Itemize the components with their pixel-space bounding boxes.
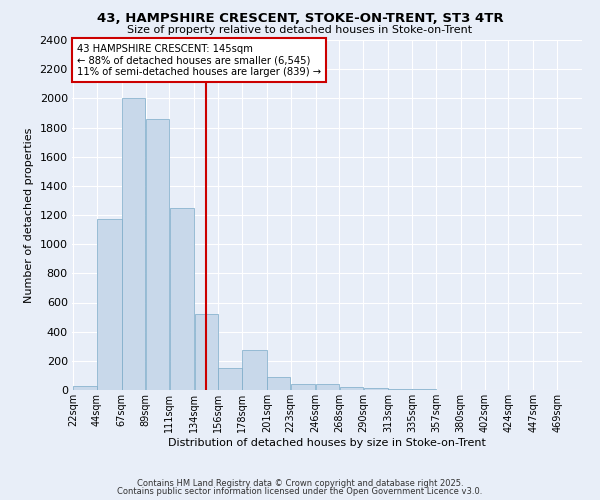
Bar <box>291 384 316 390</box>
Text: Contains public sector information licensed under the Open Government Licence v3: Contains public sector information licen… <box>118 488 482 496</box>
Bar <box>364 388 388 390</box>
Bar <box>316 384 339 390</box>
Bar <box>170 208 194 390</box>
Bar <box>194 314 218 390</box>
Text: 43, HAMPSHIRE CRESCENT, STOKE-ON-TRENT, ST3 4TR: 43, HAMPSHIRE CRESCENT, STOKE-ON-TRENT, … <box>97 12 503 26</box>
Text: Size of property relative to detached houses in Stoke-on-Trent: Size of property relative to detached ho… <box>127 25 473 35</box>
Bar <box>97 218 122 390</box>
Bar <box>242 350 266 390</box>
X-axis label: Distribution of detached houses by size in Stoke-on-Trent: Distribution of detached houses by size … <box>168 438 486 448</box>
Bar <box>122 98 145 390</box>
Bar <box>73 386 97 390</box>
Bar <box>146 118 169 390</box>
Bar <box>267 377 290 390</box>
Bar <box>218 368 242 390</box>
Text: Contains HM Land Registry data © Crown copyright and database right 2025.: Contains HM Land Registry data © Crown c… <box>137 478 463 488</box>
Text: 43 HAMPSHIRE CRESCENT: 145sqm
← 88% of detached houses are smaller (6,545)
11% o: 43 HAMPSHIRE CRESCENT: 145sqm ← 88% of d… <box>77 44 321 76</box>
Y-axis label: Number of detached properties: Number of detached properties <box>24 128 34 302</box>
Bar <box>340 387 363 390</box>
